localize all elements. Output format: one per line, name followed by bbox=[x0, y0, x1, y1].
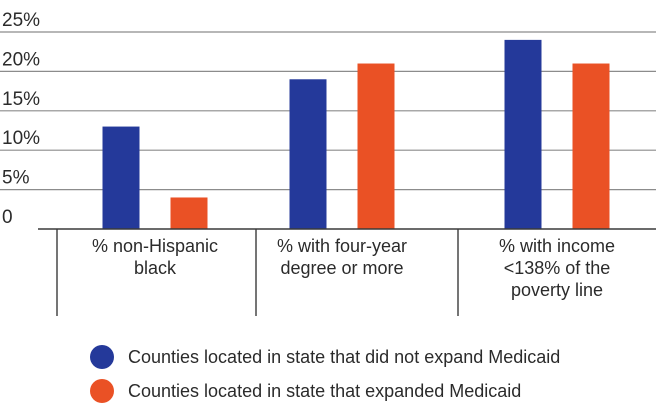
y-tick-label: 20% bbox=[2, 49, 40, 70]
category-label: degree or more bbox=[280, 258, 403, 278]
legend: Counties located in state that did not e… bbox=[90, 340, 560, 408]
category-label: % with income bbox=[499, 236, 615, 256]
legend-swatch-expanded bbox=[90, 379, 114, 403]
y-tick-label: 25% bbox=[2, 10, 40, 31]
category-label: <138% of the bbox=[504, 258, 611, 278]
x-axis bbox=[38, 228, 656, 316]
legend-item-not-expanded: Counties located in state that did not e… bbox=[90, 340, 560, 374]
bar-expanded-1 bbox=[357, 63, 395, 229]
gridlines bbox=[0, 31, 656, 191]
legend-item-expanded: Counties located in state that expanded … bbox=[90, 374, 560, 408]
bar-not-expanded-0 bbox=[102, 126, 140, 229]
bar-expanded-2 bbox=[572, 63, 610, 229]
y-axis-ticks: 0 5% 10% 15% 20% 25% bbox=[2, 10, 40, 228]
bars bbox=[102, 39, 610, 229]
category-label: % with four-year bbox=[277, 236, 407, 256]
y-tick-label: 5% bbox=[2, 168, 30, 189]
y-tick-label: 15% bbox=[2, 89, 40, 110]
bar-expanded-0 bbox=[170, 197, 208, 229]
y-tick-label: 10% bbox=[2, 128, 40, 149]
bar-not-expanded-2 bbox=[504, 39, 542, 229]
category-label: poverty line bbox=[511, 280, 603, 300]
legend-swatch-not-expanded bbox=[90, 345, 114, 369]
category-label: % non-Hispanic bbox=[92, 236, 218, 256]
category-label: black bbox=[134, 258, 177, 278]
legend-label-not-expanded: Counties located in state that did not e… bbox=[128, 346, 561, 367]
y-tick-label: 0 bbox=[2, 207, 13, 228]
bar-not-expanded-1 bbox=[289, 79, 327, 229]
legend-label-expanded: Counties located in state that expanded … bbox=[128, 380, 522, 401]
